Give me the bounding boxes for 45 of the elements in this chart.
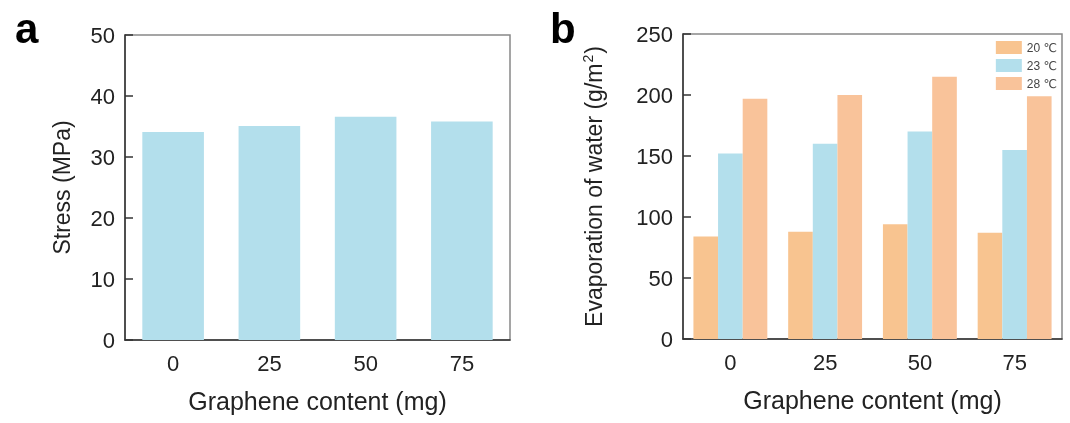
bar: [1026, 96, 1052, 339]
legend-label: 20 ℃: [1026, 40, 1058, 55]
y-axis-title: Stress (MPa): [48, 120, 75, 255]
bar: [334, 116, 397, 340]
y-tick-label: 40: [90, 83, 115, 109]
chart-title: b: [550, 4, 576, 52]
bar: [812, 143, 838, 339]
y-tick-label: 30: [90, 144, 115, 170]
bar: [142, 131, 204, 340]
bar: [742, 98, 768, 339]
bar: [718, 153, 743, 339]
x-tick-label: 75: [449, 350, 475, 376]
bar: [238, 125, 301, 340]
x-tick-label: 75: [1002, 349, 1027, 375]
bar: [932, 76, 957, 339]
y-tick-label: 0: [102, 327, 115, 353]
x-tick-label: 25: [812, 349, 838, 375]
bar: [788, 231, 813, 339]
x-axis-title: Graphene content (mg): [188, 386, 447, 415]
x-tick-label: 50: [907, 349, 933, 375]
y-tick-label: 200: [636, 82, 673, 108]
bar: [882, 224, 908, 339]
y-tick-label: 0: [660, 326, 673, 352]
bar: [431, 121, 493, 340]
y-tick-label: 100: [636, 204, 673, 230]
y-tick-label: 50: [648, 265, 673, 291]
bar: [837, 95, 863, 339]
y-tick-label: 50: [90, 22, 115, 48]
bar: [907, 131, 933, 339]
y-tick-label: 20: [90, 205, 115, 231]
y-tick-label: 150: [636, 143, 673, 169]
y-tick-label: 250: [636, 21, 673, 47]
y-axis-title: Evaporation of water (g/m2): [580, 46, 607, 327]
x-axis-title: Graphene content (mg): [743, 385, 1002, 414]
x-tick-label: 0: [167, 350, 180, 376]
x-tick-label: 25: [257, 350, 282, 376]
bar: [977, 232, 1003, 339]
legend-label: 23 ℃: [1026, 58, 1058, 73]
y-tick-label: 10: [90, 266, 115, 292]
legend-label: 28 ℃: [1026, 76, 1058, 91]
x-tick-label: 0: [724, 349, 737, 375]
x-tick-label: 50: [353, 350, 378, 376]
chart-title: a: [15, 4, 39, 52]
bar: [693, 236, 719, 339]
bar: [1002, 149, 1027, 339]
